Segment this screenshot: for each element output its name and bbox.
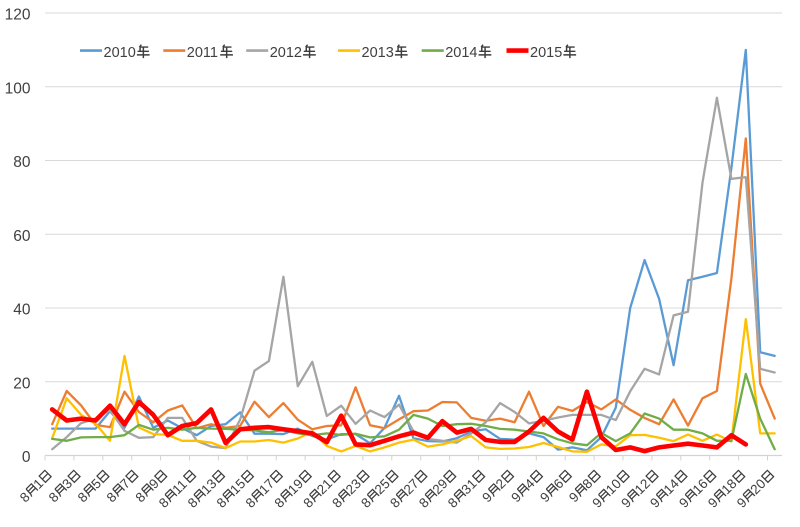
svg-text:8: 8	[300, 495, 316, 511]
svg-text:18: 18	[718, 476, 739, 497]
svg-text:8: 8	[387, 495, 403, 511]
svg-text:19: 19	[285, 476, 306, 497]
svg-text:27: 27	[401, 476, 422, 497]
svg-text:9: 9	[734, 495, 750, 511]
svg-text:9: 9	[589, 495, 605, 511]
svg-text:2014: 2014	[445, 45, 477, 61]
svg-text:8: 8	[445, 495, 461, 511]
svg-text:9: 9	[479, 489, 495, 505]
svg-text:9: 9	[705, 495, 721, 511]
svg-text:9: 9	[566, 489, 582, 505]
svg-text:25: 25	[372, 476, 393, 497]
svg-text:9: 9	[676, 495, 692, 511]
svg-text:9: 9	[508, 489, 524, 505]
svg-text:8: 8	[17, 489, 33, 505]
svg-text:20: 20	[13, 375, 31, 392]
svg-text:9: 9	[647, 495, 663, 511]
svg-text:8: 8	[185, 495, 201, 511]
svg-text:8: 8	[132, 489, 148, 505]
svg-text:20: 20	[747, 476, 768, 497]
svg-text:2011: 2011	[187, 45, 218, 61]
svg-text:12: 12	[632, 476, 653, 497]
svg-text:100: 100	[5, 80, 31, 97]
svg-text:9: 9	[537, 489, 553, 505]
svg-text:2012: 2012	[270, 45, 302, 61]
svg-text:8: 8	[416, 495, 432, 511]
svg-text:8: 8	[329, 495, 345, 511]
svg-text:15: 15	[227, 476, 248, 497]
svg-text:21: 21	[314, 476, 335, 497]
svg-text:8: 8	[214, 495, 230, 511]
svg-text:0: 0	[22, 449, 31, 466]
svg-text:8: 8	[104, 489, 120, 505]
svg-text:29: 29	[429, 476, 450, 497]
svg-text:40: 40	[13, 302, 31, 319]
svg-text:2013: 2013	[362, 45, 394, 61]
svg-text:13: 13	[198, 476, 219, 497]
svg-text:8: 8	[75, 489, 91, 505]
svg-text:9: 9	[618, 495, 634, 511]
svg-text:120: 120	[5, 7, 31, 24]
svg-text:60: 60	[13, 228, 31, 245]
svg-text:8: 8	[358, 495, 374, 511]
svg-text:10: 10	[603, 476, 624, 497]
svg-text:2010: 2010	[104, 45, 136, 61]
svg-text:8: 8	[243, 495, 259, 511]
svg-text:8: 8	[156, 495, 172, 511]
svg-text:8: 8	[46, 489, 62, 505]
svg-text:31: 31	[458, 476, 479, 497]
svg-text:16: 16	[690, 476, 711, 497]
svg-text:8: 8	[271, 495, 287, 511]
svg-text:17: 17	[256, 476, 277, 497]
svg-text:2015: 2015	[530, 45, 562, 61]
svg-text:23: 23	[343, 476, 364, 497]
svg-text:80: 80	[13, 154, 31, 171]
